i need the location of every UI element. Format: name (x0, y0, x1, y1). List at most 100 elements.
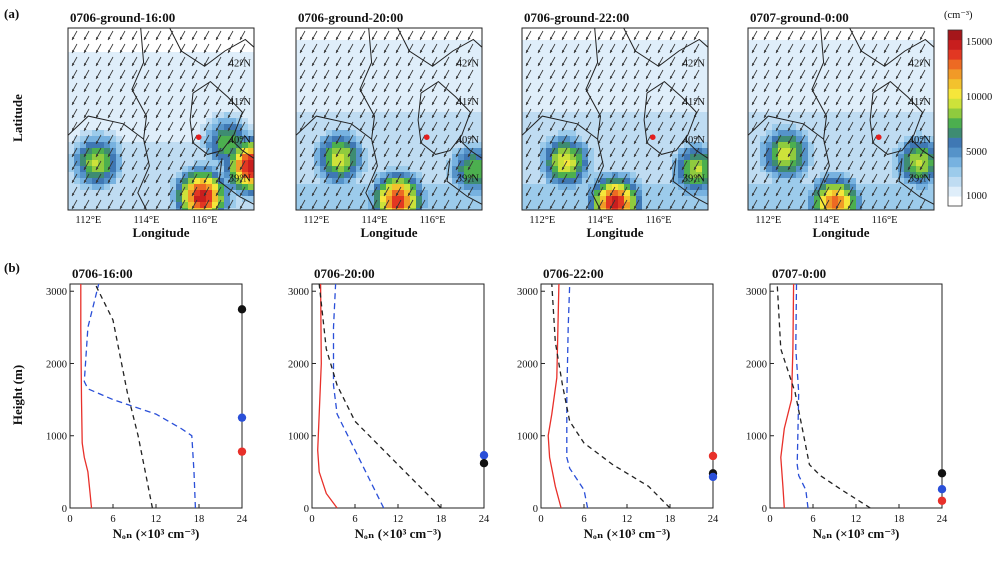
colorbar-segment (948, 196, 962, 207)
profile-line (566, 283, 589, 509)
y-tick-label: 0 (304, 504, 309, 515)
wind-vectors (299, 30, 474, 210)
concentration-field (296, 28, 482, 210)
panel-b-label: (b) (4, 260, 20, 275)
x-tick-label: 114°E (587, 215, 613, 226)
x-tick-label: 0 (309, 514, 314, 525)
x-axis-label: Longitude (812, 225, 869, 240)
x-tick-label: 116°E (872, 215, 898, 226)
colorbar-segment (948, 108, 962, 119)
x-axis-label: Longitude (586, 225, 643, 240)
station-marker (875, 134, 882, 140)
plot-frame (69, 283, 243, 509)
x-tick-label: 0 (767, 514, 772, 525)
map-panel: 0706-ground-16:00 42°N 41°N 40°N 39°N 112°E 11… (67, 10, 255, 240)
x-tick-label: 12 (393, 514, 404, 525)
map-title: 0706-ground-20:00 (298, 10, 403, 25)
y-tick-label: 0 (62, 504, 67, 515)
colorbar-segment (948, 147, 962, 158)
wind-vectors (751, 30, 926, 210)
y-tick-label: 3000 (746, 287, 767, 298)
profile-line (551, 283, 671, 509)
map-panels: 0706-ground-16:00 42°N 41°N 40°N 39°N 112°E 11… (67, 10, 935, 240)
y-tick-label: 0 (762, 504, 767, 515)
y-tick-label: 41°N (909, 97, 932, 108)
profile-line (94, 283, 154, 509)
height-marker (237, 447, 247, 456)
profile-line (547, 283, 562, 509)
colorbar-segment (948, 39, 962, 50)
x-axis-label: Longitude (360, 225, 417, 240)
map-frame (295, 27, 483, 211)
x-tick-label: 0 (538, 514, 543, 525)
y-tick-label: 2000 (46, 359, 67, 370)
y-tick-label: 42°N (229, 58, 252, 69)
colorbar-segment (948, 166, 962, 177)
x-tick-label: 18 (194, 514, 205, 525)
profile-panel: 0706-20:00 0 1000 2000 3000 0 6 12 18 24 Nₒₙ (×10³… (288, 266, 490, 541)
map-panel: 0707-ground-0:00 42°N 41°N 40°N 39°N 112°E 114… (747, 10, 935, 240)
y-tick-label: 39°N (909, 173, 932, 184)
map-title: 0706-ground-16:00 (70, 10, 175, 25)
map-title: 0706-ground-22:00 (524, 10, 629, 25)
height-marker (237, 413, 247, 422)
concentration-field (748, 28, 934, 210)
x-tick-label: 18 (436, 514, 447, 525)
profile-line (318, 283, 442, 509)
station-marker (423, 134, 430, 140)
y-tick-label: 39°N (229, 173, 252, 184)
profile-panel: 0706-22:00 0 1000 2000 3000 0 6 12 18 24 Nₒₙ (×10³… (517, 266, 719, 541)
colorbar-segment (948, 176, 962, 187)
y-tick-label: 42°N (457, 58, 480, 69)
x-axis-label: Nₒₙ (×10³ cm⁻³) (813, 526, 900, 541)
profile-y-axis-label: Height (m) (10, 365, 25, 425)
boundaries (296, 28, 482, 210)
x-axis-label: Longitude (132, 225, 189, 240)
profile-panel: 0707-0:00 0 1000 2000 3000 0 6 12 18 24 Nₒₙ (×10³ … (746, 266, 948, 541)
colorbar-segment (948, 186, 962, 197)
colorbar-segment (948, 127, 962, 138)
x-tick-label: 24 (708, 514, 719, 525)
y-tick-label: 2000 (746, 359, 767, 370)
colorbar: (cm⁻³) 1000 5000 10000 15000 (944, 10, 992, 207)
colorbar-segment (948, 59, 962, 70)
boundaries (68, 28, 254, 210)
profile-title: 0707-0:00 (772, 266, 826, 281)
profile-title: 0706-20:00 (314, 266, 375, 281)
profile-title: 0706-22:00 (543, 266, 604, 281)
colorbar-segment (948, 98, 962, 109)
profile-line (332, 283, 385, 509)
colorbar-tick: 5000 (966, 147, 987, 158)
y-tick-label: 40°N (909, 135, 932, 146)
x-tick-label: 24 (937, 514, 948, 525)
station-marker (649, 134, 656, 140)
y-tick-label: 41°N (683, 97, 706, 108)
y-tick-label: 40°N (229, 135, 252, 146)
x-tick-label: 116°E (420, 215, 446, 226)
colorbar-segment (948, 49, 962, 60)
map-panel: 0706-ground-20:00 42°N 41°N 40°N 39°N 112°E 11… (295, 10, 483, 240)
y-tick-label: 39°N (683, 173, 706, 184)
map-panel: 0706-ground-22:00 42°N 41°N 40°N 39°N 112°E 11… (521, 10, 709, 240)
y-tick-label: 1000 (46, 432, 67, 443)
y-tick-label: 3000 (46, 287, 67, 298)
colorbar-segment (948, 88, 962, 99)
x-tick-label: 6 (810, 514, 815, 525)
station-marker (195, 134, 202, 140)
x-tick-label: 114°E (133, 215, 159, 226)
x-tick-label: 24 (237, 514, 248, 525)
map-frame (67, 27, 255, 211)
profile-panels: 0706-16:00 0 1000 2000 3000 0 6 12 18 24 Nₒₙ (×10³… (46, 266, 948, 541)
y-tick-label: 1000 (517, 432, 538, 443)
profile-line (795, 283, 809, 509)
y-tick-label: 0 (533, 504, 538, 515)
colorbar-tick: 15000 (966, 37, 992, 48)
colorbar-unit: (cm⁻³) (944, 10, 973, 21)
height-marker (937, 485, 947, 494)
x-tick-label: 0 (67, 514, 72, 525)
x-axis-label: Nₒₙ (×10³ cm⁻³) (113, 526, 200, 541)
colorbar-segment (948, 78, 962, 89)
y-tick-label: 42°N (909, 58, 932, 69)
colorbar-tick: 1000 (966, 191, 987, 202)
x-tick-label: 116°E (646, 215, 672, 226)
